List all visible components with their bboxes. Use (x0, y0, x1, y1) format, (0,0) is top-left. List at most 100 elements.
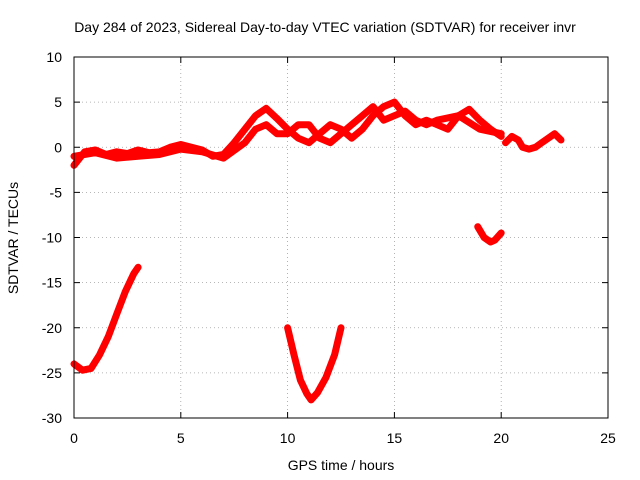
chart-title: Day 284 of 2023, Sidereal Day-to-day VTE… (74, 19, 576, 35)
y-tick-label: -10 (42, 230, 62, 246)
data-point (338, 324, 344, 331)
data-point (105, 333, 112, 340)
data-point (135, 146, 142, 153)
data-point (331, 351, 338, 358)
y-tick-label: -20 (42, 320, 62, 336)
data-point (263, 105, 270, 112)
series-segment-early (70, 263, 142, 374)
data-point (156, 151, 163, 158)
data-point (380, 117, 387, 124)
series-line (70, 103, 505, 162)
data-point (481, 234, 488, 241)
data-point (327, 121, 334, 128)
data-point (359, 112, 366, 119)
series-line (502, 130, 565, 153)
y-tick-label: -25 (42, 365, 62, 381)
data-point (391, 99, 398, 106)
data-point (308, 396, 315, 403)
data-point (284, 130, 291, 137)
y-axis-label: SDTVAR / TECUs (5, 182, 21, 294)
data-point (519, 144, 526, 151)
data-point (348, 135, 355, 142)
data-point (79, 367, 86, 374)
x-tick-label: 20 (493, 430, 509, 446)
grid-layer (74, 57, 608, 418)
data-point (498, 130, 505, 137)
data-point (314, 389, 321, 396)
data-point (241, 139, 248, 146)
x-tick-label: 10 (280, 430, 296, 446)
data-point (252, 126, 259, 133)
data-point (423, 121, 430, 128)
data-point (177, 146, 184, 153)
data-point (402, 108, 409, 115)
data-point (273, 130, 280, 137)
data-point (545, 135, 552, 142)
x-tick-label: 5 (177, 430, 185, 446)
data-point (88, 365, 95, 372)
data-point (220, 155, 227, 162)
data-point (297, 377, 304, 384)
data-point (295, 121, 302, 128)
data-point (122, 288, 129, 295)
data-point (359, 126, 366, 133)
y-tick-label: 10 (46, 49, 62, 65)
data-point (525, 146, 532, 153)
data-point (538, 139, 545, 146)
data-point (551, 130, 558, 137)
data-point (96, 351, 103, 358)
data-point (487, 239, 494, 246)
data-point (370, 112, 377, 119)
data-point (391, 112, 398, 119)
data-point (380, 103, 387, 110)
data-point (476, 117, 483, 124)
y-tick-label: -15 (42, 275, 62, 291)
data-point (135, 153, 142, 160)
data-point (412, 117, 419, 124)
data-point (508, 133, 515, 140)
data-point (327, 139, 334, 146)
data-point (370, 103, 377, 110)
data-point (92, 149, 99, 156)
data-point (316, 135, 323, 142)
data-point (130, 270, 137, 277)
data-point (241, 126, 248, 133)
data-point (291, 351, 298, 358)
x-axis-label: GPS time / hours (288, 457, 395, 473)
data-point (113, 148, 120, 155)
data-point (498, 229, 505, 236)
data-point (502, 139, 509, 146)
data-point (113, 311, 120, 318)
data-point (199, 148, 206, 155)
data-point (491, 237, 498, 244)
data-point (305, 121, 312, 128)
data-point (323, 374, 330, 381)
data-point (252, 112, 259, 119)
data-point (466, 106, 473, 113)
y-tick-label: -30 (42, 410, 62, 426)
series-main-band-secondary (70, 103, 505, 162)
data-point (476, 126, 483, 133)
data-point (532, 144, 539, 151)
series-segment-mid (284, 324, 345, 404)
data-point (348, 121, 355, 128)
series-line (284, 324, 345, 404)
series-late-cluster (502, 130, 565, 153)
data-point (284, 324, 291, 331)
y-tick-label: 0 (54, 139, 62, 155)
data-point (515, 137, 522, 144)
data-point (444, 126, 451, 133)
data-point (434, 117, 441, 124)
data-point (231, 139, 238, 146)
y-tick-label: -5 (50, 184, 63, 200)
x-tick-label: 25 (600, 430, 616, 446)
data-point (295, 135, 302, 142)
data-point (338, 130, 344, 137)
data-point (558, 137, 565, 144)
x-tick-label: 15 (387, 430, 403, 446)
data-point (474, 223, 481, 230)
data-point (263, 121, 270, 128)
data-point (455, 112, 462, 119)
